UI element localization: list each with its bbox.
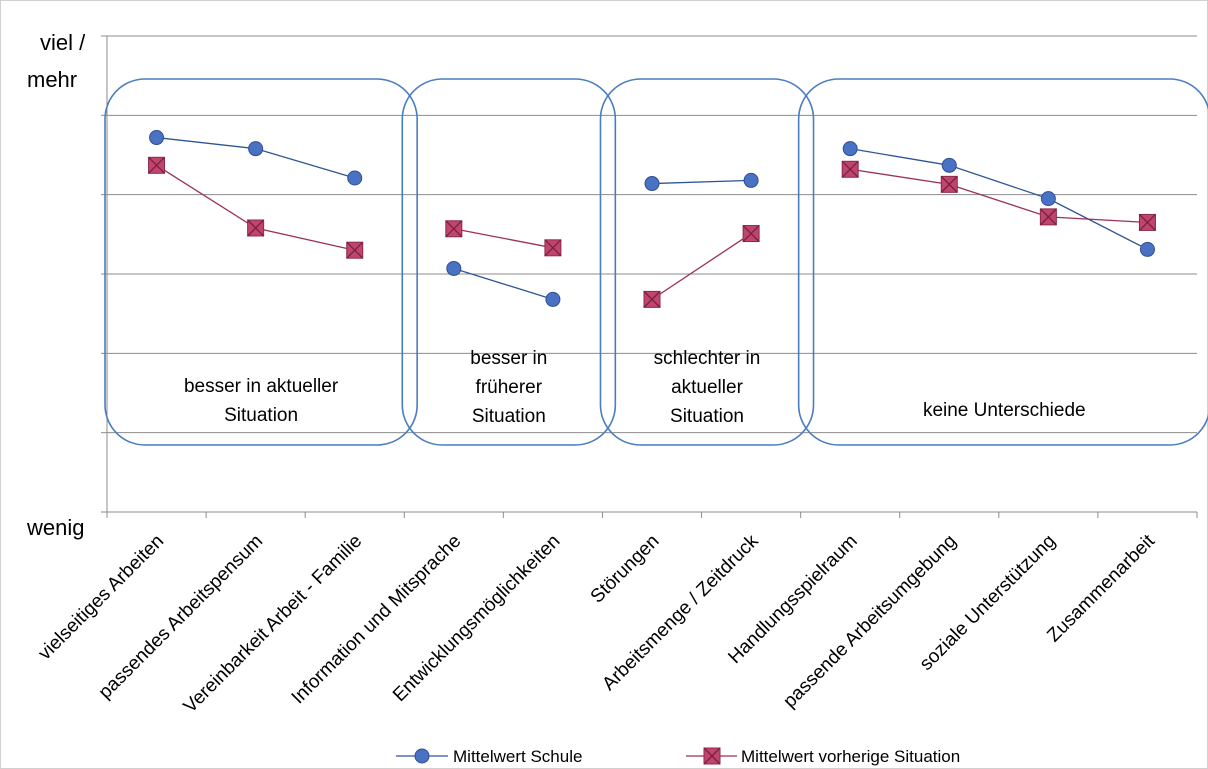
point-schule — [1139, 241, 1155, 257]
group-box — [797, 78, 1208, 446]
point-schule — [446, 260, 462, 276]
series-line — [651, 179, 752, 185]
point-schule — [743, 172, 759, 188]
point-vorherige — [247, 219, 265, 237]
series-line — [453, 267, 554, 301]
y-label-bottom: wenig — [26, 515, 84, 540]
axes — [101, 35, 1198, 518]
point-cross — [742, 225, 760, 242]
group-label: keine Unterschiede — [923, 400, 1086, 421]
group-box — [599, 78, 815, 446]
group-label: schlechter in — [654, 348, 761, 369]
group-label: aktueller — [671, 377, 743, 398]
category-label: Störungen — [587, 531, 664, 608]
gridlines — [107, 35, 1197, 434]
point-vorherige — [148, 156, 166, 174]
point-cross — [1039, 208, 1057, 226]
group-box — [104, 78, 418, 446]
point-cross — [247, 219, 265, 237]
point-cross — [1138, 213, 1156, 231]
point-vorherige — [841, 160, 859, 178]
point-cross — [841, 160, 859, 178]
legend-marker-cross — [703, 747, 721, 765]
point-vorherige — [940, 175, 958, 193]
y-label-top-2: mehr — [27, 67, 77, 92]
point-schule — [941, 157, 957, 173]
group-label: Situation — [472, 406, 546, 427]
point-vorherige — [346, 241, 364, 259]
category-label: Information und Mitsprache — [288, 531, 466, 709]
point-schule — [545, 291, 561, 307]
point-schule — [644, 176, 660, 192]
category-label: passende Arbeitsumgebung — [779, 531, 960, 712]
series-line — [453, 228, 554, 249]
category-label: Zusammenarbeit — [1043, 530, 1159, 646]
point-cross — [643, 290, 661, 308]
y-label-top-1: viel / — [40, 30, 86, 55]
group-box — [401, 78, 617, 446]
legend-label-schule: Mittelwert Schule — [453, 747, 582, 766]
group-label: Situation — [670, 406, 744, 427]
category-label: passendes Arbeitspensum — [95, 531, 267, 703]
point-cross — [940, 175, 958, 193]
group-label: besser in aktueller — [184, 376, 339, 397]
point-cross — [346, 241, 364, 259]
series-layer — [148, 130, 1156, 308]
group-boxes: besser in aktueller Situation besser in frü… — [104, 78, 1208, 446]
group-label: besser in — [470, 348, 547, 369]
point-cross — [148, 156, 166, 174]
category-label: Entwicklungsmöglichkeiten — [389, 531, 564, 706]
legend-label-vorherige: Mittelwert vorherige Situation — [741, 747, 960, 766]
point-vorherige — [1039, 208, 1057, 226]
series-line — [850, 148, 1148, 250]
group-label: Situation — [224, 405, 298, 426]
point-schule — [248, 141, 264, 157]
category-label: Vereinbarkeit Arbeit - Familie — [180, 531, 367, 718]
series-line — [850, 168, 1148, 224]
legend-marker-vorherige — [703, 747, 721, 765]
point-vorherige — [445, 220, 463, 238]
point-cross — [544, 239, 562, 257]
point-schule — [842, 141, 858, 157]
point-schule — [1040, 191, 1056, 207]
legend: Mittelwert Schule Mittelwert vorherige Si… — [396, 747, 960, 766]
point-vorherige — [1138, 213, 1156, 231]
point-schule — [149, 130, 165, 146]
series-line — [156, 164, 355, 251]
point-cross — [445, 220, 463, 238]
point-vorherige — [643, 290, 661, 308]
legend-marker-schule — [414, 748, 430, 764]
point-schule — [347, 170, 363, 186]
point-vorherige — [544, 239, 562, 257]
series-line — [651, 232, 752, 300]
point-vorherige — [742, 225, 760, 243]
group-label: früherer — [476, 377, 543, 398]
